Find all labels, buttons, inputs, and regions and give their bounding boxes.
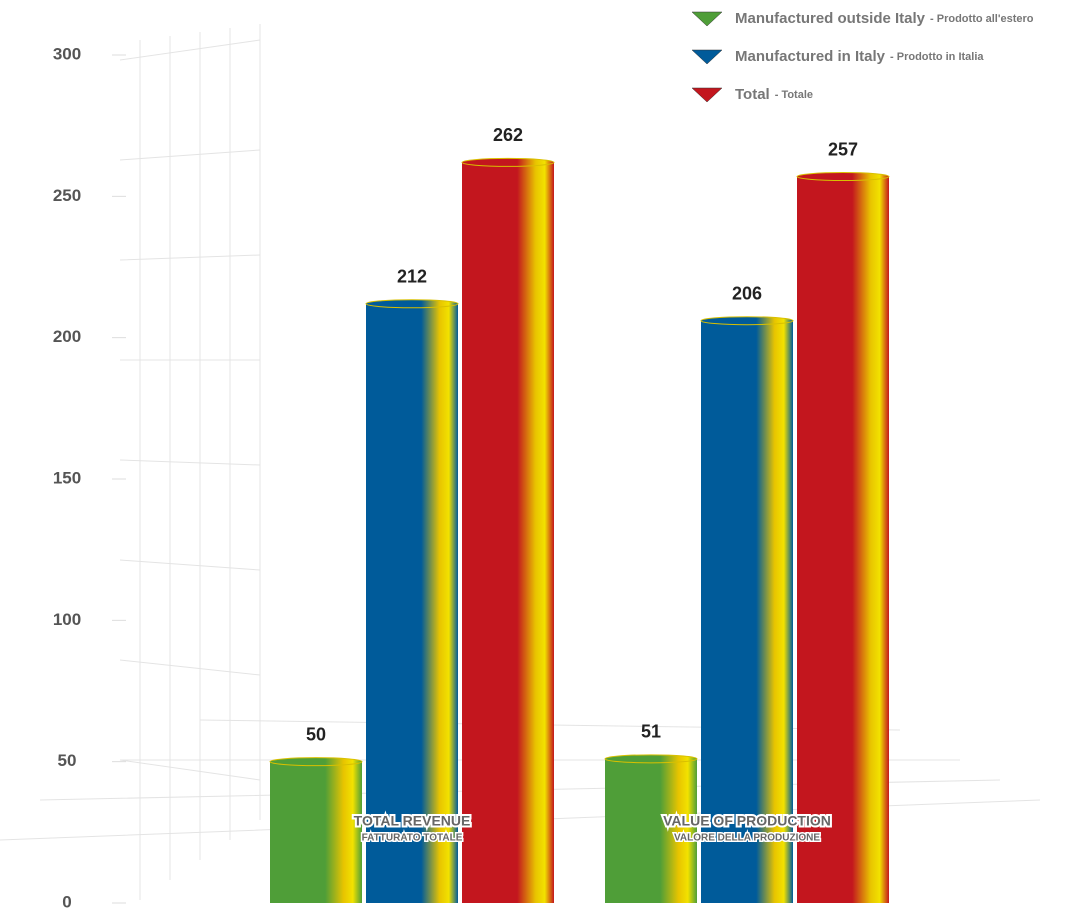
bar [701, 320, 793, 903]
bar-top [604, 754, 698, 764]
y-tick-label: 50 [58, 751, 77, 770]
bar-top [269, 757, 363, 767]
legend-subname: - Prodotto in Italia [890, 51, 984, 63]
legend-entry: Manufactured in Italy - Prodotto in Itali… [735, 48, 984, 65]
value-label: 257 [828, 139, 858, 159]
bar [605, 758, 697, 903]
bar [270, 761, 362, 903]
bar [366, 303, 458, 903]
legend-subname: - Prodotto all'estero [930, 13, 1034, 25]
value-label: 206 [732, 283, 762, 303]
x-category-label: TOTAL REVENUE [354, 813, 471, 829]
legend-entry: Total - Totale [735, 86, 813, 103]
value-label: 51 [641, 722, 661, 742]
bar-top [365, 299, 459, 309]
value-label: 50 [306, 724, 326, 744]
bar-top [796, 172, 890, 182]
bar [462, 162, 554, 903]
bar-top [461, 157, 555, 167]
y-tick-label: 0 [62, 892, 71, 911]
bar-top [700, 316, 794, 326]
legend-name: Manufactured in Italy [735, 48, 886, 65]
x-category-sublabel: FATTURATO TOTALE [362, 833, 463, 844]
y-tick-label: 250 [53, 186, 81, 205]
legend-entry: Manufactured outside Italy - Prodotto all… [735, 10, 1034, 27]
y-tick-label: 200 [53, 327, 81, 346]
y-tick-label: 150 [53, 468, 81, 487]
legend-swatch [691, 11, 723, 27]
legend: Manufactured outside Italy - Prodotto all… [691, 10, 1034, 103]
value-label: 262 [493, 125, 523, 145]
legend-swatch [691, 87, 723, 103]
value-label: 212 [397, 266, 427, 286]
legend-name: Manufactured outside Italy [735, 10, 926, 27]
legend-name: Total [735, 86, 770, 103]
bar [797, 176, 889, 904]
x-category-sublabel: VALORE DELLA PRODUZIONE [674, 833, 820, 844]
x-category-label: VALUE OF PRODUCTION [663, 813, 831, 829]
y-tick-label: 100 [53, 610, 81, 629]
y-tick-label: 300 [53, 44, 81, 63]
legend-swatch [691, 49, 723, 65]
legend-subname: - Totale [775, 89, 813, 101]
